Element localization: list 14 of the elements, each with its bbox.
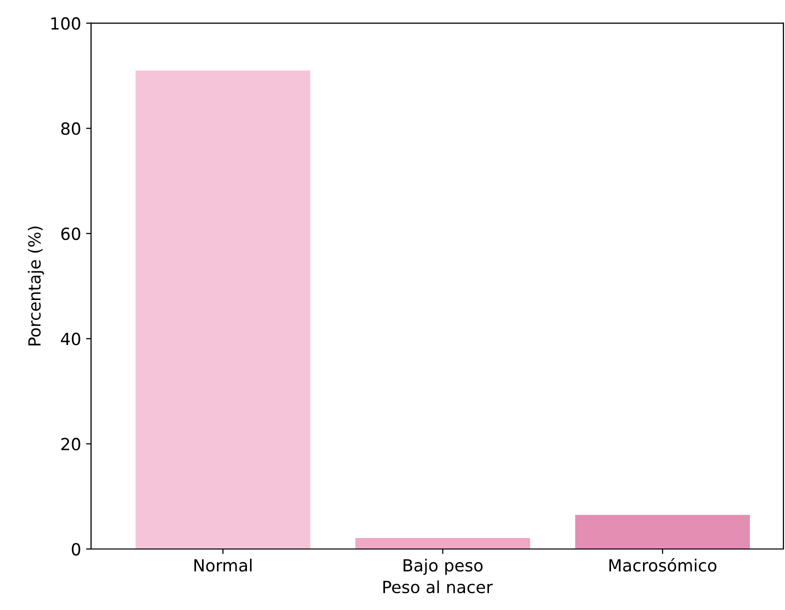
x-tick-label: Bajo peso — [404, 558, 483, 575]
y-axis-title: Porcentaje (%) — [28, 226, 44, 346]
y-tick-label: 20 — [61, 438, 80, 450]
y-tick-label: 40 — [60, 332, 80, 346]
x-axis-title: Peso al nacer — [383, 580, 493, 594]
bar — [134, 69, 312, 549]
x-tick-label: Normal — [194, 558, 252, 572]
bar — [354, 536, 532, 549]
bar — [574, 514, 752, 549]
x-tick-label: Macrosómico — [609, 558, 716, 572]
y-tick-label: 100 — [51, 17, 80, 30]
y-tick-label: 80 — [61, 122, 80, 135]
y-tick-label: 0 — [72, 542, 80, 556]
y-tick-label: 60 — [61, 227, 80, 240]
